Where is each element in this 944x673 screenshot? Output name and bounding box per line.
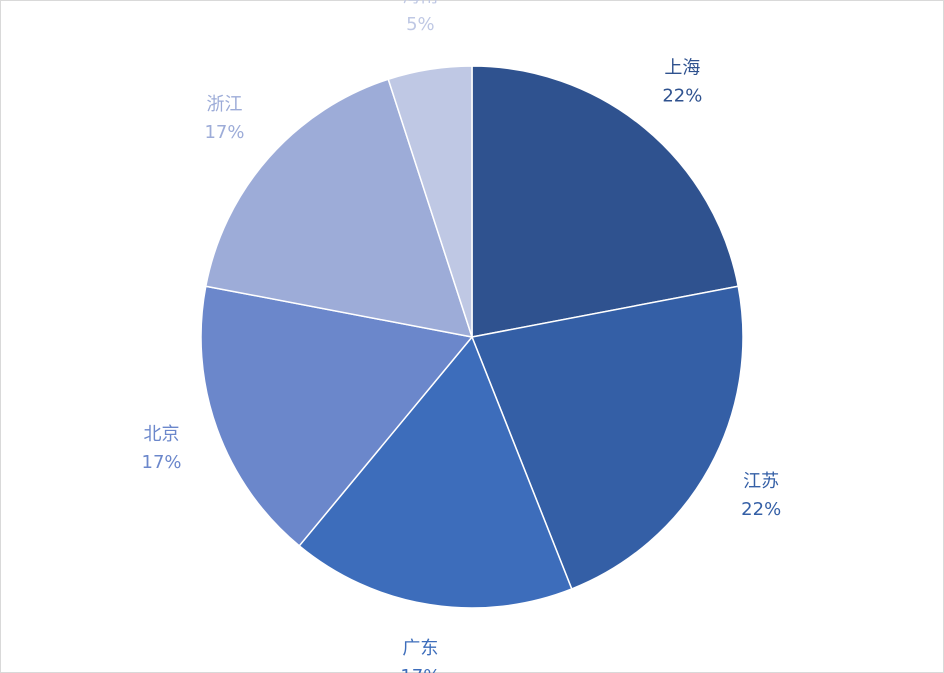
slice-label: 海南 bbox=[402, 0, 438, 7]
pie-slice bbox=[200, 285, 474, 547]
slice-value-label: 22% bbox=[662, 86, 702, 107]
slice-label: 浙江 bbox=[206, 94, 242, 115]
slice-label: 广东 bbox=[402, 638, 438, 659]
slice-value-label: 22% bbox=[741, 499, 781, 520]
pie-slice bbox=[298, 335, 573, 609]
slice-label: 北京 bbox=[144, 424, 180, 445]
slice-value-label: 17% bbox=[400, 666, 440, 673]
slice-value-label: 5% bbox=[406, 14, 435, 35]
slice-value-label: 17% bbox=[204, 122, 244, 143]
pie-slice bbox=[204, 78, 474, 338]
pie-slice bbox=[471, 65, 740, 338]
slice-label: 江苏 bbox=[743, 471, 779, 492]
pie-slice bbox=[387, 65, 473, 338]
pie-slice bbox=[470, 285, 744, 590]
slice-label: 上海 bbox=[664, 58, 700, 79]
slice-value-label: 17% bbox=[142, 452, 182, 473]
